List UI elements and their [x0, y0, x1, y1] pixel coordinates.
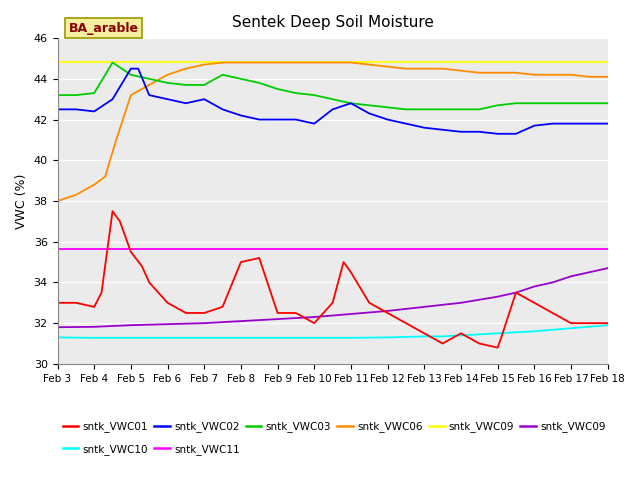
Y-axis label: VWC (%): VWC (%): [15, 173, 28, 228]
Text: BA_arable: BA_arable: [68, 22, 138, 35]
Title: Sentek Deep Soil Moisture: Sentek Deep Soil Moisture: [232, 15, 433, 30]
Legend: sntk_VWC10, sntk_VWC11: sntk_VWC10, sntk_VWC11: [63, 444, 240, 455]
